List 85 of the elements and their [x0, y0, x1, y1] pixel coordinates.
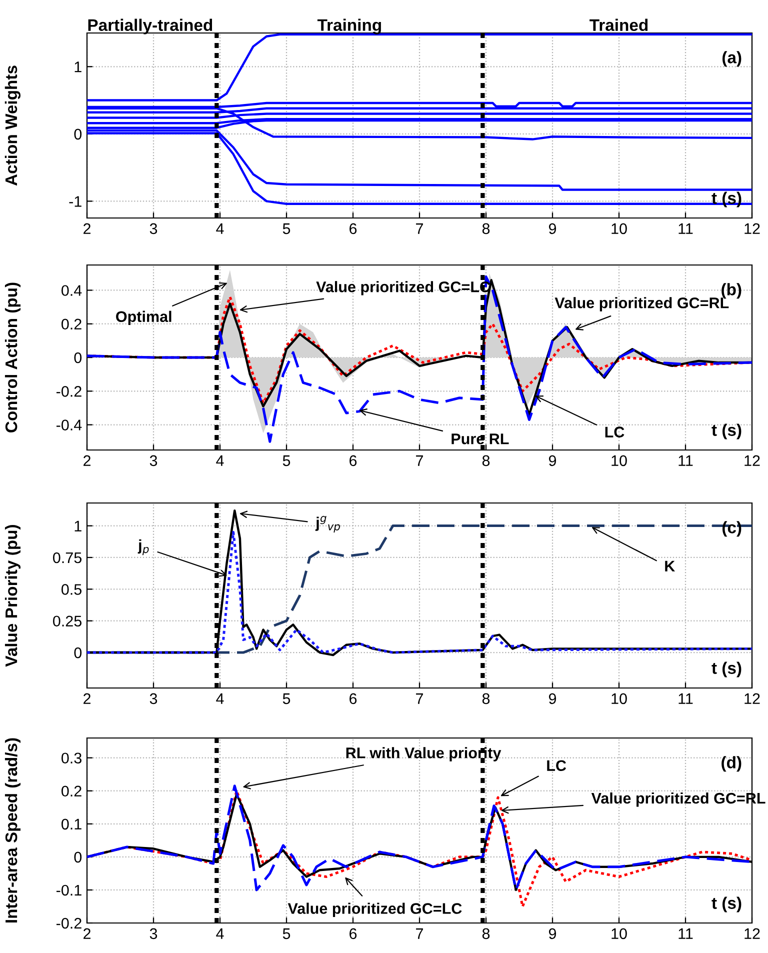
x-tick-label: 2	[84, 693, 90, 704]
y-tick-label: 1	[74, 62, 82, 72]
x-tick-label: 4	[216, 223, 224, 234]
x-tick-label: 4	[216, 693, 224, 704]
x-tick-label: 11	[678, 223, 693, 234]
x-tick-label: 3	[150, 223, 158, 234]
y-tick-label: 0.1	[62, 818, 82, 830]
x-tick-label: 6	[350, 928, 357, 940]
x-tick-label: 8	[482, 693, 490, 704]
y-axis-title: Action Weights	[4, 66, 20, 186]
annotation: Optimal	[116, 310, 172, 326]
annotation: Training	[317, 18, 381, 34]
annotation: t (s)	[712, 662, 742, 678]
x-tick-label: 9	[548, 223, 556, 234]
y-axis-title: Value Priority (pu)	[4, 525, 20, 667]
x-tick-label: 9	[548, 693, 556, 704]
y-tick-label: 0.4	[62, 285, 82, 296]
x-tick-label: 3	[150, 928, 158, 940]
annotation: t (s)	[712, 424, 742, 440]
y-tick-label: 0.25	[53, 616, 82, 627]
x-tick-label: 12	[744, 928, 760, 939]
text: Trained	[590, 18, 648, 31]
x-tick-label: 11	[678, 455, 693, 466]
x-tick-label: 12	[744, 693, 760, 704]
annotation: LC	[547, 760, 566, 772]
x-tick-label: 4	[216, 455, 224, 466]
x-tick-label: 8	[482, 223, 490, 234]
y-tick-label: -0.2	[56, 386, 82, 397]
x-tick-label: 2	[84, 455, 90, 466]
x-tick-label: 9	[548, 928, 556, 940]
annotation: t (s)	[712, 896, 742, 912]
y-tick-label: 0.2	[62, 786, 82, 797]
x-tick-label: 11	[678, 693, 693, 704]
x-tick-label: 6	[350, 693, 357, 704]
annotation: RL with Value priority	[346, 747, 502, 762]
x-tick-label: 8	[482, 928, 490, 940]
annotation: j$^{g}$$_{vp}$	[315, 516, 340, 532]
x-tick-label: 9	[548, 455, 556, 466]
y-axis-title: Inter-area Speed (rad/s)	[4, 738, 20, 922]
x-tick-label: 3	[150, 455, 158, 466]
annotation: j$_{p}$	[138, 539, 149, 556]
y-tick-label: 0.75	[53, 552, 82, 564]
x-tick-label: 2	[84, 928, 90, 939]
x-tick-label: 11	[678, 928, 693, 939]
y-tick-label: 0.3	[62, 752, 82, 764]
x-tick-label: 7	[416, 455, 423, 466]
annotation: Value prioritized GC=RL	[554, 297, 729, 312]
x-tick-label: 5	[282, 223, 290, 234]
y-tick-label: 0	[74, 352, 82, 364]
x-tick-label: 10	[612, 928, 627, 940]
x-tick-label: 6	[350, 223, 357, 234]
x-tick-label: 10	[612, 693, 627, 704]
y-axis-title: Control Action (pu)	[4, 282, 20, 432]
x-tick-label: 3	[150, 693, 158, 704]
x-tick-label: 12	[744, 455, 760, 466]
annotation: (d)	[722, 756, 742, 772]
y-tick-label: -0.2	[56, 918, 82, 929]
x-tick-label: 7	[416, 223, 423, 234]
x-tick-label: 5	[282, 693, 290, 704]
x-tick-label: 7	[416, 693, 423, 704]
x-tick-label: 8	[482, 455, 490, 466]
y-tick-label: -0.4	[56, 420, 82, 430]
annotation: (a)	[722, 51, 742, 67]
x-tick-label: 12	[744, 223, 760, 234]
x-tick-label: 10	[612, 223, 627, 234]
y-tick-label: 0	[74, 852, 82, 863]
annotation: (b)	[722, 283, 742, 299]
x-tick-label: 10	[612, 455, 627, 466]
y-tick-label: 0	[74, 128, 82, 140]
x-tick-label: 4	[216, 928, 224, 939]
annotation: LC	[605, 426, 624, 438]
x-tick-label: 2	[84, 223, 90, 234]
annotation: Partially-trained	[88, 18, 212, 34]
y-tick-label: 0	[74, 647, 82, 658]
x-tick-label: 5	[282, 455, 290, 466]
x-tick-label: 6	[350, 455, 357, 466]
x-tick-label: 5	[282, 928, 290, 940]
y-tick-label: -0.1	[56, 884, 82, 896]
annotation: Value prioritized GC=LC	[288, 902, 462, 917]
annotation: K	[665, 560, 676, 572]
y-tick-label: 1	[74, 520, 82, 532]
y-tick-label: -1	[69, 196, 82, 207]
x-tick-label: 7	[416, 928, 423, 939]
y-tick-label: 0.2	[62, 318, 82, 330]
y-tick-label: 0.5	[62, 584, 82, 595]
